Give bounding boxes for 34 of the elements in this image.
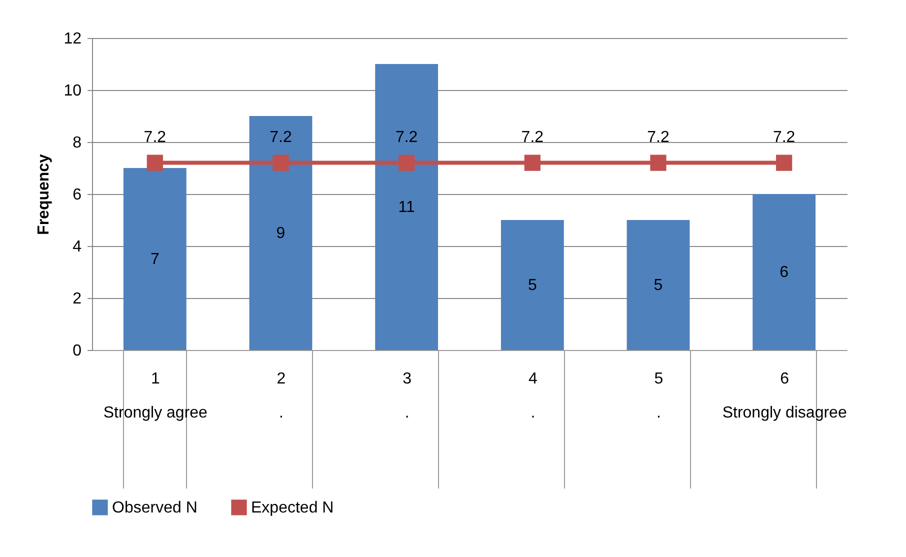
data-label: 7.2 xyxy=(144,128,166,146)
legend-label: Expected N xyxy=(251,499,334,516)
data-label: 9 xyxy=(276,225,286,242)
y-tick-label: 12 xyxy=(64,30,82,48)
x-tick-label: 2 . xyxy=(276,370,286,422)
y-tick-label: 4 xyxy=(72,238,82,256)
data-label: 6 xyxy=(780,264,789,281)
y-tick-label: 0 xyxy=(72,342,82,360)
y-tick-label: 8 xyxy=(72,134,82,152)
data-label: 5 xyxy=(528,277,537,294)
y-tick-label: 10 xyxy=(64,82,82,100)
data-label: 7.2 xyxy=(521,128,544,146)
x-tick-label: 6 Strongly disagree xyxy=(722,370,847,422)
data-label: 7 xyxy=(150,251,160,268)
data-label: 7.2 xyxy=(270,128,292,146)
bar xyxy=(249,116,312,350)
data-label: 5 xyxy=(654,277,663,294)
bar xyxy=(500,220,564,350)
bar xyxy=(123,168,186,350)
bar xyxy=(375,64,438,350)
x-tick-label: 3 . xyxy=(402,370,412,422)
data-label: 7.2 xyxy=(772,128,796,146)
data-label: 11 xyxy=(398,199,415,216)
data-label: 7.2 xyxy=(647,128,670,146)
y-axis-title: Frequency xyxy=(36,154,53,235)
y-tick-label: 6 xyxy=(72,186,82,204)
x-tick-label: 5 . xyxy=(654,370,664,422)
data-label: 7.2 xyxy=(395,128,418,146)
x-tick-label: 1 Strongly agree xyxy=(103,370,208,422)
x-tick-label: 4 . xyxy=(528,370,538,422)
bar xyxy=(752,194,816,350)
y-tick-label: 2 xyxy=(72,290,82,308)
bar xyxy=(626,220,690,350)
legend-label: Observed N xyxy=(112,499,198,516)
